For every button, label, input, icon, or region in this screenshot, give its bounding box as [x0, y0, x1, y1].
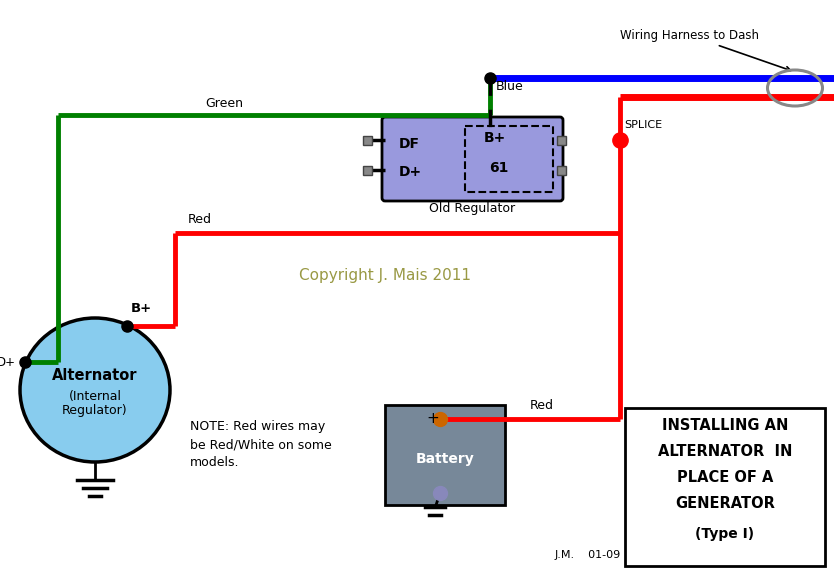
Text: Regulator): Regulator) — [63, 404, 128, 417]
Text: INSTALLING AN: INSTALLING AN — [662, 418, 788, 433]
Text: 61: 61 — [490, 161, 509, 175]
Bar — [364, 135, 373, 145]
Bar — [557, 135, 566, 145]
Text: Wiring Harness to Dash: Wiring Harness to Dash — [620, 29, 791, 71]
Text: Green: Green — [205, 97, 243, 110]
FancyBboxPatch shape — [382, 117, 563, 201]
Text: ALTERNATOR  IN: ALTERNATOR IN — [658, 444, 792, 459]
Text: Alternator: Alternator — [53, 368, 138, 383]
Text: +: + — [426, 411, 439, 426]
Text: B+: B+ — [131, 302, 152, 315]
Bar — [557, 165, 566, 175]
Bar — [385, 405, 505, 505]
Text: DF: DF — [399, 137, 420, 151]
Text: D+: D+ — [0, 356, 16, 369]
Text: D+: D+ — [399, 165, 422, 179]
Bar — [625, 408, 825, 566]
Text: Blue: Blue — [496, 80, 524, 93]
Text: Copyright J. Mais 2011: Copyright J. Mais 2011 — [299, 268, 471, 283]
Text: B+: B+ — [484, 131, 505, 145]
Text: (Internal: (Internal — [68, 390, 122, 403]
Bar — [465, 126, 553, 192]
Text: PLACE OF A: PLACE OF A — [677, 470, 773, 485]
Bar — [364, 165, 373, 175]
Text: NOTE: Red wires may
be Red/White on some
models.: NOTE: Red wires may be Red/White on some… — [190, 420, 332, 469]
Text: Red: Red — [188, 213, 212, 226]
Text: (Type I): (Type I) — [696, 527, 755, 541]
Text: Battery: Battery — [415, 452, 475, 466]
Ellipse shape — [20, 318, 170, 462]
Text: J.M.    01-09: J.M. 01-09 — [555, 550, 621, 560]
Text: SPLICE: SPLICE — [624, 120, 662, 130]
Text: Old Regulator: Old Regulator — [430, 202, 515, 215]
Text: Red: Red — [530, 399, 554, 412]
Text: GENERATOR: GENERATOR — [675, 496, 775, 511]
